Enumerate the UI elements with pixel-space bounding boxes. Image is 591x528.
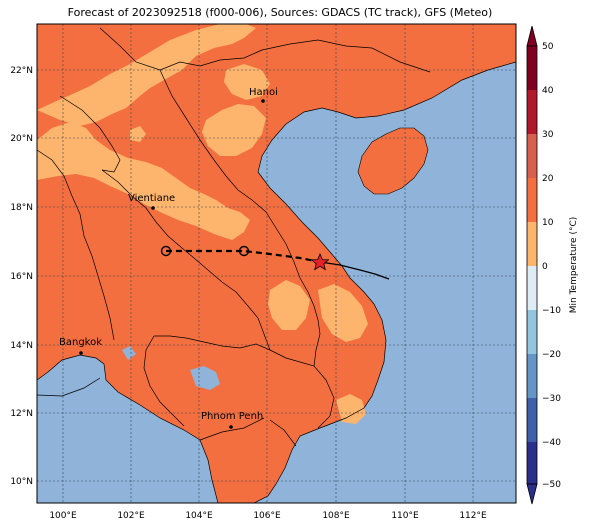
map-frame [36, 23, 517, 504]
mild-region-highland [202, 104, 266, 156]
border-cambodia-thailand [143, 335, 185, 427]
mild-region-south [336, 394, 366, 424]
mild-region-vietnam-highland [318, 284, 368, 342]
border-china [99, 27, 431, 73]
city-dot-phnom-penh [229, 425, 233, 429]
forecast-position-marker [160, 245, 172, 257]
city-label-hanoi: Hanoi [249, 87, 278, 98]
colorbar-tick: 10 [542, 218, 554, 228]
mild-region-hanoi [224, 64, 270, 100]
colorbar-segment [527, 134, 537, 178]
lat-tick-label: 20°N [10, 134, 33, 144]
lon-tick-label: 102°E [117, 511, 145, 521]
border-laos-thailand [101, 169, 271, 351]
city-label-phnom-penh: Phnom Penh [201, 411, 263, 422]
lon-tick-label: 106°E [253, 511, 281, 521]
lat-tick-label: 22°N [10, 66, 33, 76]
border-laos-vietnam [159, 69, 321, 367]
mild-region-upland [37, 122, 250, 240]
latitude-axis: 22°N 20°N 18°N 16°N 14°N 12°N 10°N [10, 66, 33, 487]
border-vietnam-south [199, 417, 265, 441]
colorbar-tick: 20 [542, 174, 554, 184]
border-cambodia [154, 335, 335, 429]
city-dot-vientiane [151, 206, 155, 210]
colorbar-tick: −20 [542, 350, 561, 360]
lon-tick-label: 110°E [391, 511, 419, 521]
map-area: Hanoi Vientiane Bangkok Phnom Penh [37, 24, 516, 503]
colorbar-segment [527, 178, 537, 222]
colorbar-segment [527, 310, 537, 354]
city-label-vientiane: Vientiane [128, 193, 175, 204]
colorbar-bottom-extension [526, 483, 538, 505]
lon-tick-label: 108°E [322, 511, 350, 521]
colorbar-label: Min Temperature (°C) [569, 217, 579, 314]
colorbar-segment [527, 266, 537, 310]
border-myanmar-thailand [37, 149, 115, 341]
colorbar: 50 40 30 20 10 0 −10 −20 −30 −40 −50 Min… [526, 25, 579, 505]
city-dot-bangkok [79, 351, 83, 355]
colorbar-segment [527, 398, 537, 442]
storm-center-star-icon [310, 252, 330, 271]
colorbar-segment [527, 354, 537, 398]
lon-tick-label: 104°E [185, 511, 213, 521]
coastline-west [37, 377, 101, 397]
lat-tick-label: 18°N [10, 203, 33, 213]
lon-tick-label: 100°E [49, 511, 77, 521]
colorbar-frame [526, 45, 538, 485]
gulf-of-thailand [37, 355, 218, 503]
city-label-bangkok: Bangkok [59, 337, 102, 348]
lat-tick-label: 12°N [10, 409, 33, 419]
colorbar-tick: 30 [542, 130, 554, 140]
colorbar-segment [527, 46, 537, 90]
longitude-axis: 100°E 102°E 104°E 106°E 108°E 110°E 112°… [49, 511, 487, 521]
tonle-sap-lake [190, 366, 220, 390]
observed-track-line [319, 261, 390, 280]
forecast-position-marker [238, 245, 250, 257]
coastline-gulf [37, 354, 219, 503]
map-title: Forecast of 2023092518 (f000-006), Sourc… [67, 6, 493, 19]
colorbar-tick: −50 [542, 480, 561, 490]
lat-tick-label: 14°N [10, 341, 33, 351]
colorbar-tick: 40 [542, 86, 554, 96]
borders-layer [37, 27, 516, 503]
colorbar-segment [527, 90, 537, 134]
city-dot-hanoi [261, 99, 265, 103]
border-laos-north [59, 95, 121, 173]
coastline-north [253, 61, 516, 503]
colorbar-segment [527, 442, 537, 484]
colorbar-tick: −10 [542, 306, 561, 316]
colorbar-segment [527, 222, 537, 266]
colorbar-tick: −30 [542, 394, 561, 404]
colorbar-tick: −40 [542, 438, 561, 448]
hainan-island [357, 127, 429, 195]
lon-tick-label: 112°E [459, 511, 487, 521]
colorbar-tick: 50 [542, 42, 554, 52]
mainland-region [37, 24, 516, 503]
mild-region-laos [268, 280, 310, 330]
border-mekong-delta [269, 419, 297, 447]
mild-region-north [37, 24, 256, 126]
forecast-track-line [166, 249, 321, 264]
colorbar-top-extension [526, 25, 538, 47]
lake-patch [122, 346, 136, 360]
lat-tick-label: 16°N [10, 272, 33, 282]
lat-tick-label: 10°N [10, 477, 33, 487]
colorbar-tick: 0 [542, 262, 548, 272]
